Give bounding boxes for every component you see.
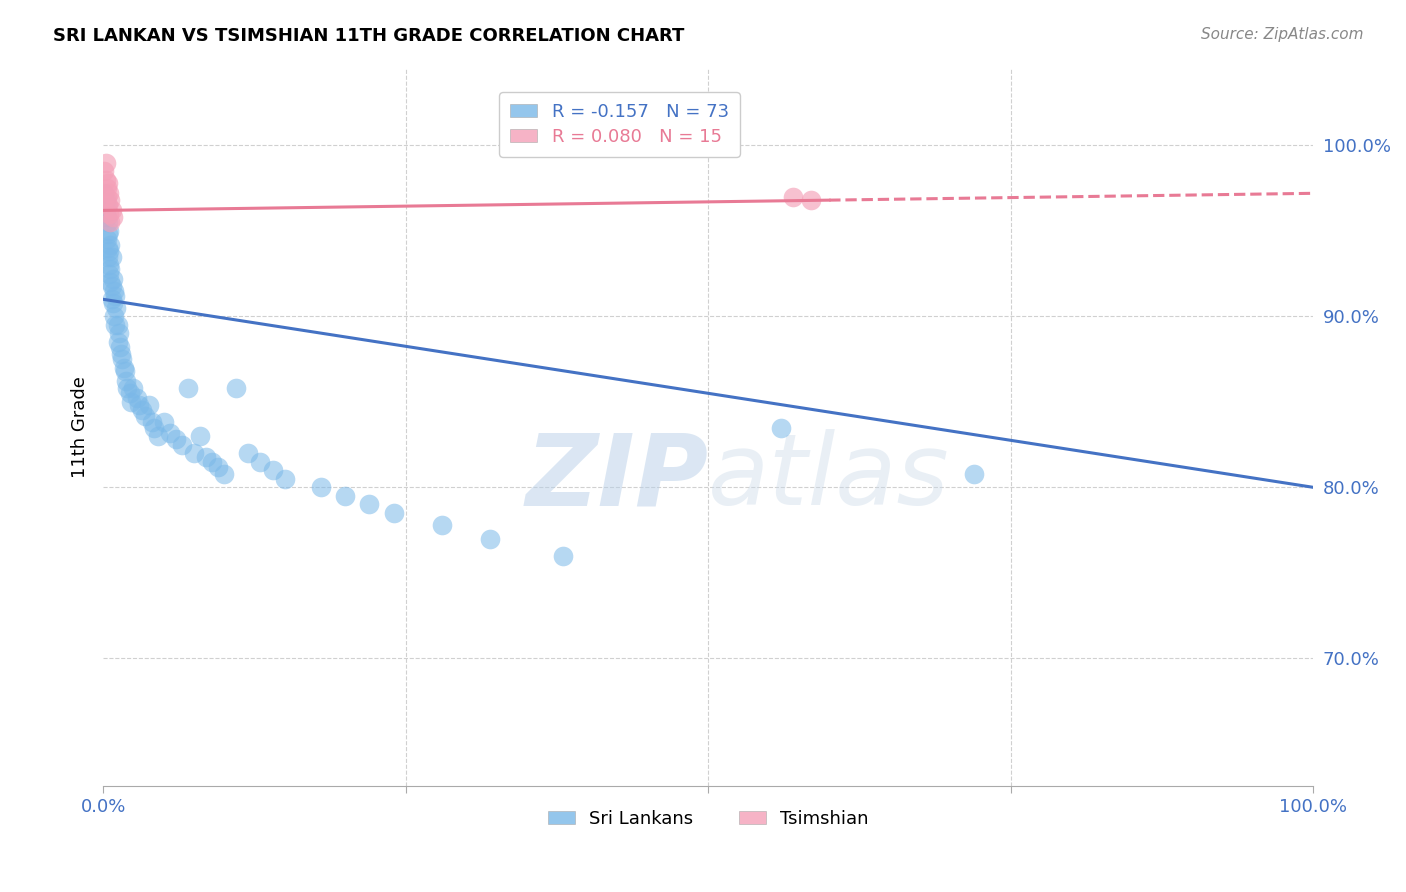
- Point: [94, 172, 117, 186]
- Point: [115, 375, 138, 389]
- Point: [98, 186, 121, 201]
- Point: [146, 429, 169, 443]
- Legend: Sri Lankans, Tsimshian: Sri Lankans, Tsimshian: [540, 803, 876, 835]
- Point: [94, 207, 117, 221]
- Point: [125, 392, 148, 406]
- Point: [104, 289, 127, 303]
- Point: [128, 398, 150, 412]
- Point: [96, 232, 118, 246]
- Point: [105, 301, 128, 315]
- Point: [359, 497, 381, 511]
- Point: [183, 446, 205, 460]
- Point: [131, 403, 153, 417]
- Point: [769, 420, 792, 434]
- Point: [170, 437, 193, 451]
- Point: [117, 381, 139, 395]
- Point: [97, 198, 120, 212]
- Point: [152, 416, 174, 430]
- Point: [100, 215, 122, 229]
- Point: [122, 381, 145, 395]
- Point: [104, 318, 127, 332]
- Point: [225, 381, 247, 395]
- Point: [97, 250, 120, 264]
- Point: [97, 176, 120, 190]
- Point: [479, 532, 502, 546]
- Point: [963, 467, 986, 481]
- Point: [782, 190, 804, 204]
- Point: [101, 272, 124, 286]
- Point: [93, 164, 115, 178]
- Point: [201, 455, 224, 469]
- Point: [273, 472, 295, 486]
- Text: atlas: atlas: [709, 429, 950, 526]
- Point: [138, 398, 160, 412]
- Point: [114, 364, 136, 378]
- Point: [238, 446, 260, 460]
- Point: [97, 215, 120, 229]
- Point: [103, 284, 125, 298]
- Point: [100, 193, 122, 207]
- Point: [111, 352, 134, 367]
- Point: [107, 318, 129, 332]
- Point: [97, 227, 120, 242]
- Point: [212, 467, 235, 481]
- Point: [134, 409, 156, 423]
- Point: [98, 267, 121, 281]
- Point: [262, 463, 284, 477]
- Point: [96, 181, 118, 195]
- Point: [94, 193, 117, 207]
- Point: [98, 244, 121, 259]
- Point: [97, 241, 120, 255]
- Point: [100, 293, 122, 307]
- Point: [100, 278, 122, 293]
- Point: [100, 250, 122, 264]
- Point: [98, 224, 121, 238]
- Point: [101, 211, 124, 225]
- Point: [100, 203, 122, 218]
- Point: [101, 295, 124, 310]
- Point: [551, 549, 574, 563]
- Point: [207, 459, 229, 474]
- Point: [333, 489, 356, 503]
- Point: [141, 416, 163, 430]
- Point: [188, 429, 211, 443]
- Point: [309, 480, 332, 494]
- Text: ZIP: ZIP: [526, 429, 709, 526]
- Point: [96, 198, 118, 212]
- Point: [100, 261, 122, 276]
- Point: [382, 506, 405, 520]
- Point: [159, 425, 181, 440]
- Point: [100, 275, 122, 289]
- Point: [103, 310, 125, 324]
- Point: [94, 155, 117, 169]
- Point: [98, 258, 121, 272]
- Point: [800, 193, 823, 207]
- Point: [195, 450, 218, 464]
- Point: [108, 326, 131, 341]
- Point: [177, 381, 200, 395]
- Point: [112, 360, 135, 375]
- Point: [107, 334, 129, 349]
- Point: [120, 395, 142, 409]
- Point: [96, 190, 118, 204]
- Point: [93, 186, 115, 201]
- Point: [249, 455, 271, 469]
- Point: [98, 207, 121, 221]
- Point: [142, 420, 165, 434]
- Point: [108, 340, 131, 354]
- Y-axis label: 11th Grade: 11th Grade: [72, 376, 89, 478]
- Point: [165, 433, 187, 447]
- Point: [96, 211, 118, 225]
- Text: Source: ZipAtlas.com: Source: ZipAtlas.com: [1201, 27, 1364, 42]
- Point: [118, 386, 141, 401]
- Text: SRI LANKAN VS TSIMSHIAN 11TH GRADE CORRELATION CHART: SRI LANKAN VS TSIMSHIAN 11TH GRADE CORRE…: [53, 27, 685, 45]
- Point: [100, 237, 122, 252]
- Point: [110, 347, 132, 361]
- Point: [430, 517, 453, 532]
